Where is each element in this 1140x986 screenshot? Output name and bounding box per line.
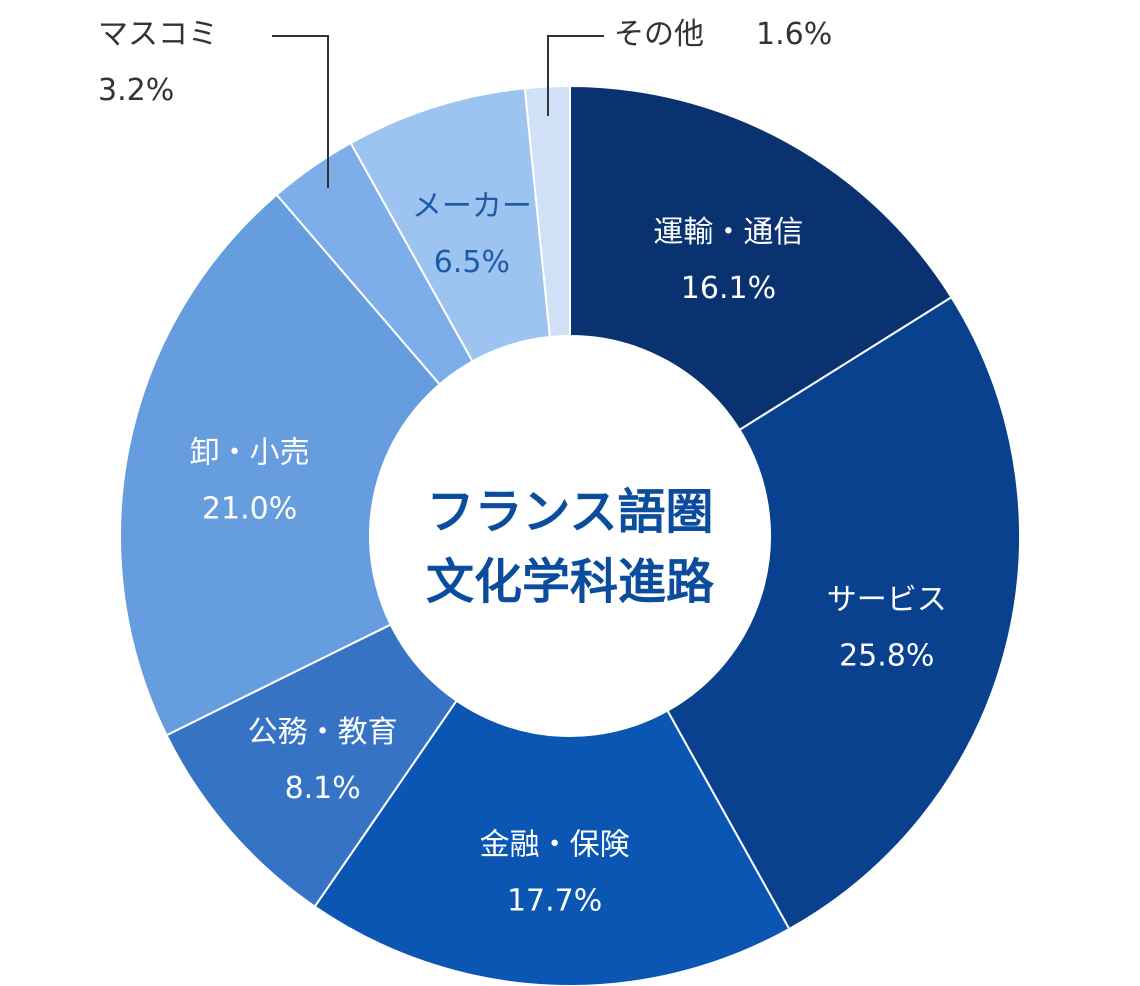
center-title-line-1: フランス語圏 (426, 484, 713, 540)
other-outside-value: 1.6% (756, 17, 832, 52)
mascomi-outside-label: マスコミ (98, 17, 218, 52)
slice-6-value: 6.5% (434, 245, 510, 280)
other-outside-label: その他 (614, 17, 704, 52)
center-title-line-2: 文化学科進路 (426, 554, 715, 610)
slice-1-service (666, 295, 1021, 931)
slice-0-label: 運輸・通信 (653, 215, 803, 250)
slice-2-label: 金融・保険 (480, 828, 630, 863)
slice-0-transport (569, 84, 953, 432)
slice-2-value: 17.7% (507, 884, 602, 919)
slice-0-value: 16.1% (681, 271, 776, 306)
slice-1-label: サービス (827, 582, 947, 617)
mascomi-leader-line (272, 35, 329, 188)
slice-4-value: 21.0% (202, 492, 297, 527)
slice-labels: 運輸・通信 16.1% サービス 25.8% 金融・保険 17.7% 公務・教育 8.1% 卸・… (190, 189, 947, 919)
slice-6-label: メーカー (412, 189, 532, 224)
other-leader-line (547, 35, 604, 116)
slice-4-retail (119, 193, 442, 737)
slice-2-finance (313, 699, 791, 986)
slice-7-other (523, 84, 571, 339)
slice-1-value: 25.8% (839, 638, 934, 673)
slice-4-label: 卸・小売 (190, 436, 310, 471)
donut-slices (119, 84, 1021, 986)
mascomi-outside-value: 3.2% (98, 73, 174, 108)
slice-3-value: 8.1% (285, 771, 361, 806)
slice-3-label: 公務・教育 (248, 715, 398, 750)
